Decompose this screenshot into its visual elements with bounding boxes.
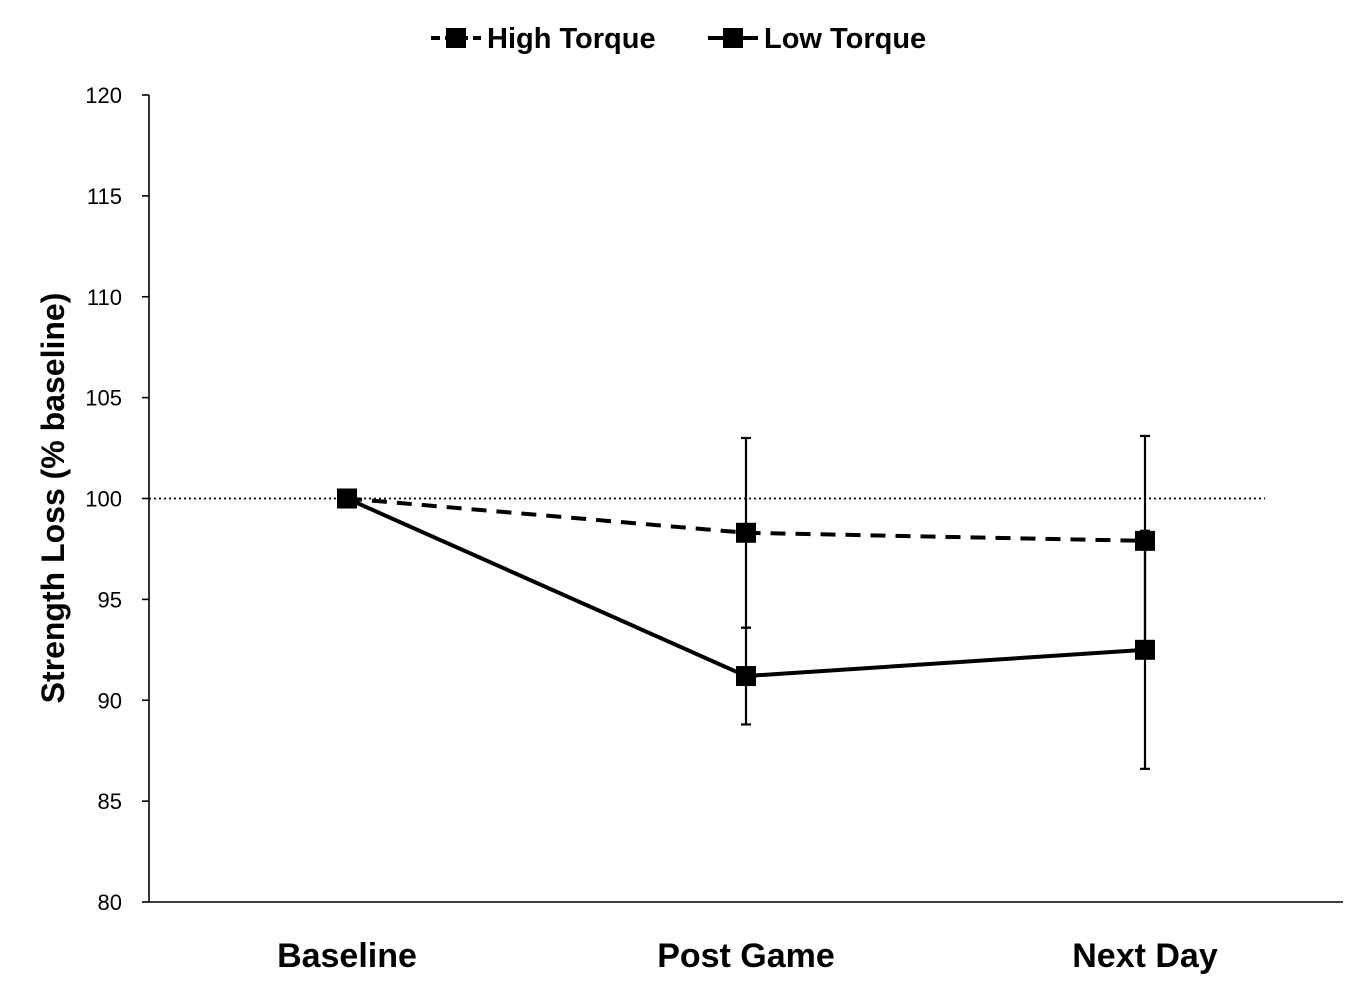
x-category-label-next-day: Next Day (1072, 937, 1218, 975)
y-tick-label-105: 105 (85, 386, 122, 411)
legend-label-high-torque: High Torque (487, 23, 656, 55)
series-layer (337, 434, 1155, 770)
point-low-torque-baseline (337, 488, 357, 509)
legend-item-high-torque: High Torque (431, 23, 656, 55)
point-high-torque-post-game (736, 522, 756, 543)
x-category-label-baseline: Baseline (277, 937, 417, 975)
x-category-label-post-game: Post Game (657, 937, 835, 975)
legend-marker-low-torque (723, 28, 743, 48)
y-tick-label-95: 95 (98, 587, 122, 612)
y-tick-label-120: 120 (85, 83, 122, 108)
y-axis-ticks: 80 85 90 95 100 105 110 115 120 (85, 83, 149, 915)
y-tick-label-110: 110 (87, 285, 122, 310)
y-axis-title: Strength Loss (% baseline) (35, 293, 71, 704)
y-tick-label-90: 90 (98, 688, 122, 713)
point-high-torque-next-day (1135, 530, 1155, 551)
x-axis-labels: Baseline Post Game Next Day (277, 937, 1218, 975)
y-tick-label-100: 100 (85, 487, 122, 512)
series-high-torque-errorbars (741, 434, 1150, 647)
y-tick-label-115: 115 (87, 184, 122, 209)
series-low-torque-errorbars (741, 529, 1150, 770)
legend-item-low-torque: Low Torque (708, 23, 926, 55)
y-tick-label-80: 80 (98, 890, 122, 915)
point-low-torque-next-day (1135, 639, 1155, 660)
point-low-torque-post-game (736, 666, 756, 687)
legend-marker-high-torque (446, 28, 466, 48)
legend: High Torque Low Torque (431, 23, 926, 55)
legend-label-low-torque: Low Torque (764, 23, 926, 55)
y-tick-label-85: 85 (98, 789, 122, 814)
